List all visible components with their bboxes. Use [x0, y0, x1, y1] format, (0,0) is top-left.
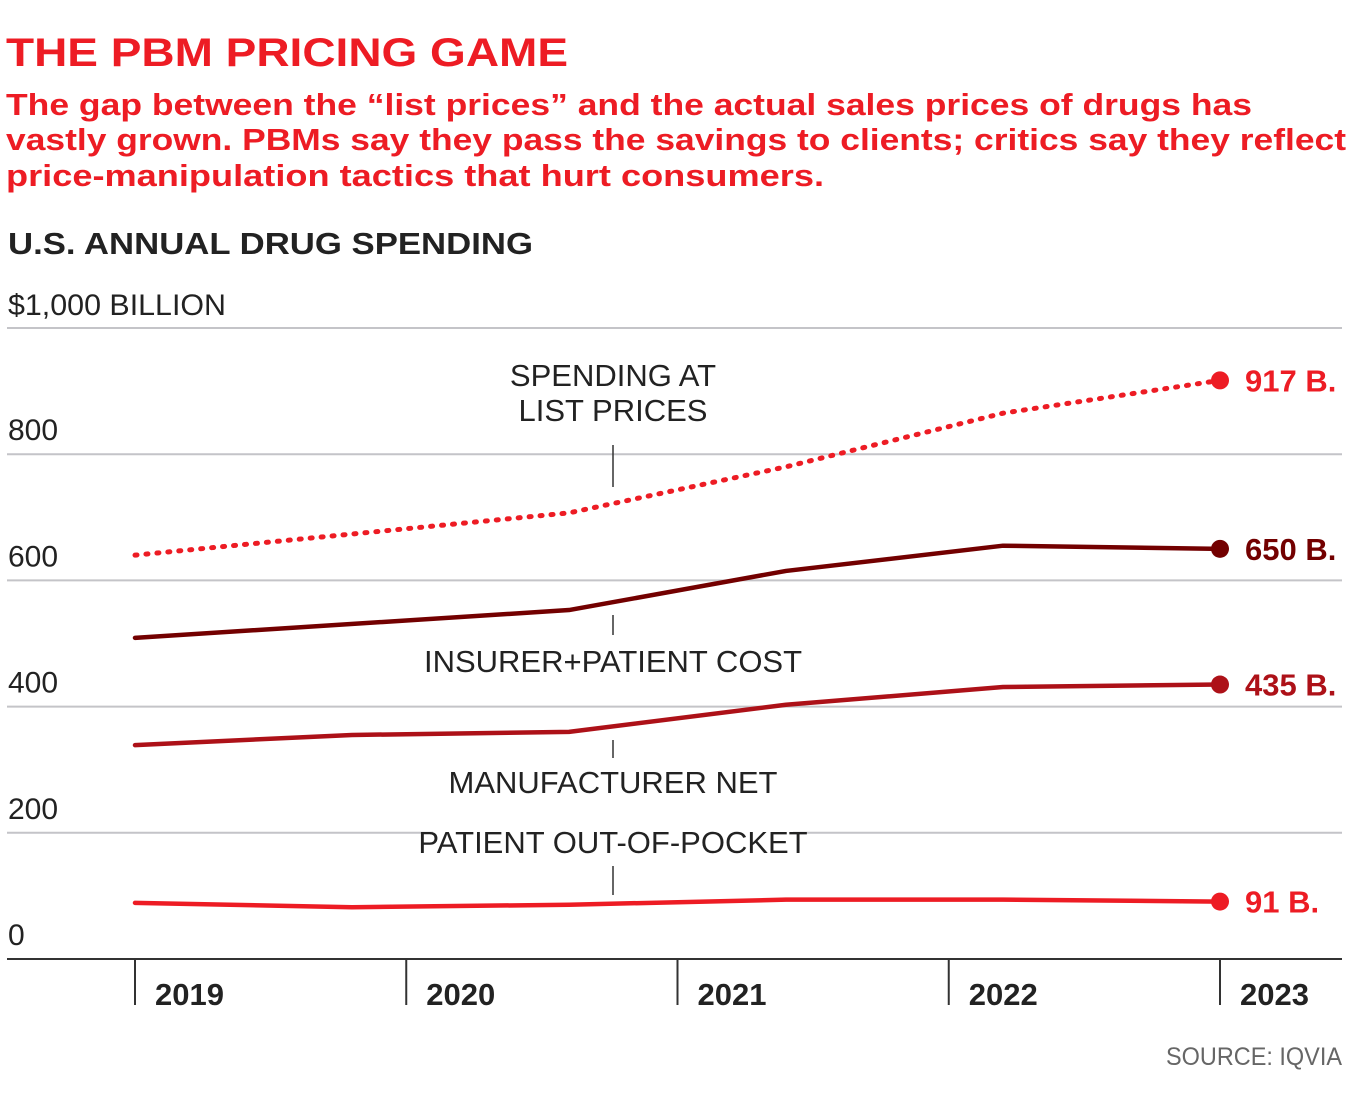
- series-endpoint: [1211, 371, 1229, 390]
- series-line-4: [132, 897, 1223, 910]
- series-label: MANUFACTURER NET: [449, 765, 778, 800]
- y-tick-label: 0: [8, 919, 25, 952]
- headline: THE PBM PRICING GAME: [6, 31, 568, 75]
- label-background: [433, 823, 793, 859]
- end-value-label: 435 B.: [1245, 668, 1336, 703]
- y-axis-label: $1,000 BILLION: [8, 289, 226, 322]
- subtitle-line-2: vastly grown. PBMs say they pass the sav…: [6, 122, 1346, 157]
- x-tick-label: 2023: [1240, 977, 1309, 1012]
- source-note: SOURCE: IQVIA: [1166, 1043, 1342, 1071]
- series-endpoint: [1211, 539, 1229, 558]
- end-value-label: 917 B.: [1245, 363, 1336, 398]
- subtitle-line-3: price-manipulation tactics that hurt con…: [6, 158, 824, 193]
- subtitle-line-1: The gap between the “list prices” and th…: [6, 87, 1252, 122]
- y-tick-label: 400: [8, 667, 58, 700]
- x-tick-label: 2020: [426, 977, 495, 1012]
- series-label: PATIENT OUT-OF-POCKET: [418, 825, 807, 860]
- series-endpoint: [1211, 675, 1229, 694]
- series-label: INSURER+PATIENT COST: [424, 644, 802, 679]
- series-line-2: [132, 543, 1223, 641]
- y-tick-labels: 0 200 400 600 800: [8, 414, 58, 952]
- x-tick-label: 2021: [698, 977, 767, 1012]
- series-line-3: [132, 682, 1223, 748]
- y-tick-label: 800: [8, 414, 58, 447]
- x-axis: 2019 2020 2021 2022 2023: [134, 959, 1309, 1012]
- end-value-label: 650 B.: [1245, 532, 1336, 567]
- chart-title: U.S. ANNUAL DRUG SPENDING: [8, 226, 533, 261]
- y-tick-label: 200: [8, 793, 58, 826]
- series-endpoint: [1211, 892, 1229, 911]
- series-label: SPENDING AT: [510, 358, 716, 393]
- end-value-label: 91 B.: [1245, 885, 1319, 920]
- series-label: LIST PRICES: [519, 393, 708, 428]
- series-lines: 917 B. 650 B. 435 B. 91 B.: [132, 363, 1336, 920]
- gridlines: [7, 327, 1342, 960]
- x-tick-label: 2019: [155, 977, 224, 1012]
- y-tick-label: 600: [8, 540, 58, 573]
- x-tick-label: 2022: [969, 977, 1038, 1012]
